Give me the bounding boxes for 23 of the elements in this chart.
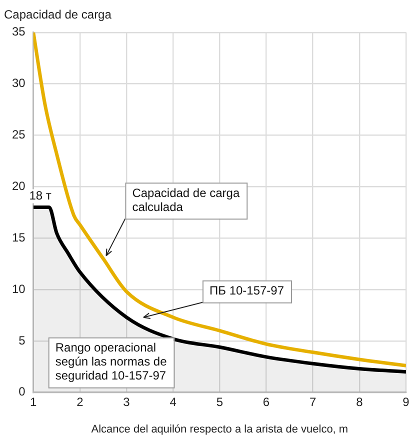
x-tick-label: 9 (402, 394, 410, 409)
y-tick-label: 0 (18, 384, 26, 399)
annotation: 18 т (29, 188, 52, 203)
y-tick-label: 30 (12, 76, 26, 90)
x-tick-label: 1 (30, 394, 38, 409)
y-tick-label: 5 (18, 333, 26, 348)
annotation: ПБ 10-157-97 (209, 284, 284, 298)
x-tick-label: 7 (309, 394, 316, 409)
x-tick-label: 8 (356, 394, 364, 409)
annotation: Rango operacional según las normas de seguridad 10-157-97 (55, 340, 168, 383)
x-axis-title: Alcance del aquilón respecto a la arista de vuelco, m (91, 423, 348, 436)
y-tick-label: 10 (12, 282, 26, 296)
y-tick-label: 25 (12, 128, 26, 142)
x-tick-label: 2 (76, 394, 84, 409)
x-tick-label: 4 (170, 394, 177, 409)
y-tick-label: 35 (12, 24, 26, 39)
x-tick-label: 5 (216, 394, 224, 409)
y-tick-label: 20 (12, 179, 26, 193)
chart-title: Capacidad de carga (4, 8, 112, 22)
annotation: Capacidad de carga calculada (132, 186, 240, 214)
y-tick-label: 15 (12, 230, 26, 244)
x-tick-label: 6 (262, 394, 270, 409)
x-tick-label: 3 (123, 394, 130, 409)
